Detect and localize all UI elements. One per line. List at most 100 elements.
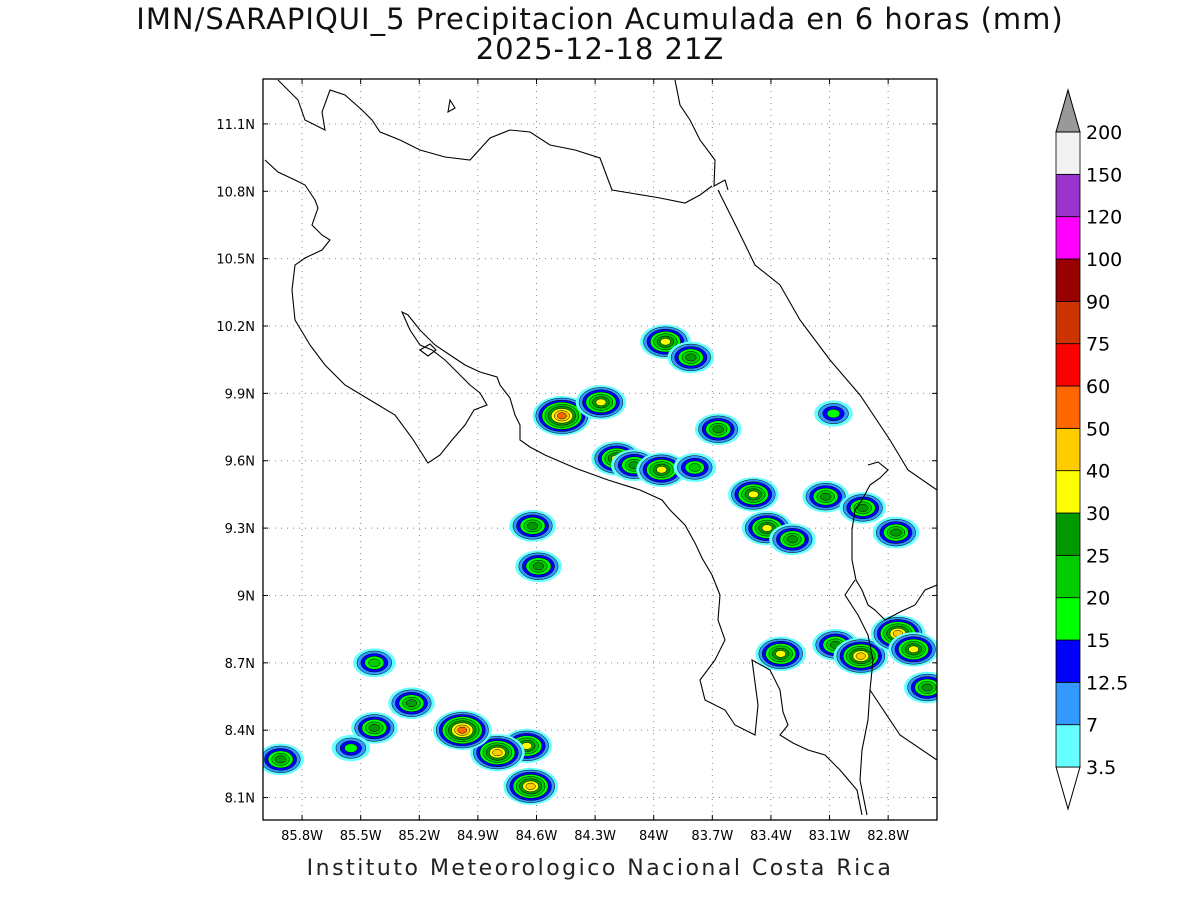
precip-contour xyxy=(855,652,866,660)
colorbar-level-label: 75 xyxy=(1086,334,1110,356)
precip-cell xyxy=(575,385,627,420)
lon-tick-label: 84.3W xyxy=(574,829,616,844)
colorbar-level-label: 60 xyxy=(1086,376,1110,398)
lat-tick-label: 10.5N xyxy=(216,253,255,268)
colorbar-swatch xyxy=(1055,385,1081,429)
precip-contour xyxy=(761,524,773,532)
precip-cell xyxy=(802,480,849,513)
colorbar-level-label: 3.5 xyxy=(1086,757,1116,779)
precip-cell xyxy=(353,648,396,678)
precip-contour xyxy=(368,724,380,732)
precip-cell xyxy=(872,516,920,549)
precip-contour xyxy=(656,466,667,474)
lat-tick-label: 9.6N xyxy=(225,455,255,470)
lat-tick-label: 10.8N xyxy=(216,185,255,200)
colorbar-over-triangle xyxy=(1055,88,1081,133)
lon-tick-label: 83.7W xyxy=(691,829,733,844)
lon-tick-label: 84W xyxy=(639,829,669,844)
precip-cell xyxy=(515,550,562,583)
lat-tick-label: 8.7N xyxy=(225,657,255,672)
colorbar-swatch xyxy=(1055,724,1081,768)
precip-contour xyxy=(826,408,841,419)
lon-tick-label: 83.4W xyxy=(750,829,792,844)
precip-contour xyxy=(526,521,539,530)
precip-cell xyxy=(833,637,889,675)
colorbar-swatch xyxy=(1055,216,1081,260)
precip-cell xyxy=(694,413,742,446)
lon-tick-label: 85.5W xyxy=(340,829,382,844)
colorbar-level-label: 90 xyxy=(1086,291,1110,313)
precip-contour xyxy=(532,562,545,571)
colorbar-level-label: 7 xyxy=(1086,715,1098,737)
precip-cell xyxy=(331,735,371,762)
lon-tick-label: 82.8W xyxy=(867,829,909,844)
map-frame xyxy=(262,78,938,821)
precip-cell xyxy=(755,636,806,672)
lat-tick-label: 9N xyxy=(237,589,255,604)
precip-cell xyxy=(470,734,525,772)
precip-contour xyxy=(890,528,902,537)
colorbar-swatch xyxy=(1055,512,1081,556)
precip-contour xyxy=(274,755,287,764)
colorbar-level-label: 120 xyxy=(1086,207,1122,229)
precip-contour xyxy=(685,353,697,362)
precip-contour xyxy=(908,645,919,654)
precip-contour xyxy=(492,749,503,757)
footer-credit: Instituto Meteorologico Nacional Costa R… xyxy=(306,856,894,881)
precip-contour xyxy=(344,743,358,753)
colorbar-swatch xyxy=(1055,681,1081,726)
precip-cell xyxy=(532,395,592,436)
map-title: IMN/SARAPIQUI_5 Precipitacion Acumulada … xyxy=(136,2,1064,36)
colorbar-swatch xyxy=(1055,639,1081,683)
precip-cell xyxy=(388,687,435,720)
colorbar-level-label: 50 xyxy=(1086,418,1110,440)
precip-contour xyxy=(525,782,536,790)
colorbar-swatch xyxy=(1055,597,1081,641)
lon-tick-label: 84.6W xyxy=(516,829,558,844)
map-subtitle-datetime: 2025-12-18 21Z xyxy=(475,32,725,66)
precip-contour xyxy=(660,338,671,346)
precip-contour xyxy=(368,658,381,668)
precip-contour xyxy=(595,398,607,407)
precip-contour xyxy=(786,535,799,544)
precip-cell xyxy=(351,712,398,744)
lon-tick-label: 83.1W xyxy=(809,829,851,844)
lat-tick-label: 8.4N xyxy=(225,724,255,739)
precip-cell xyxy=(870,615,926,653)
precip-cell xyxy=(636,452,687,487)
colorbar-swatch xyxy=(1055,131,1081,175)
lon-tick-label: 85.2W xyxy=(398,829,440,844)
coastline-borders xyxy=(264,79,937,816)
colorbar-level-label: 12.5 xyxy=(1086,672,1128,694)
precip-contour xyxy=(712,425,724,434)
precip-contour xyxy=(857,503,869,512)
precip-cell xyxy=(728,477,779,512)
lon-tick-label: 84.9W xyxy=(457,829,499,844)
lat-tick-label: 9.3N xyxy=(225,522,255,537)
axis-ticks: 11.1N 10.8N 10.5N 10.2N 9.9N 9.6N 9.3N 9N 8.7N 8.… xyxy=(216,79,937,844)
colorbar-level-label: 15 xyxy=(1086,630,1110,652)
colorbar-level-label: 200 xyxy=(1086,122,1122,144)
precip-cell xyxy=(263,743,304,776)
colorbar-swatch xyxy=(1055,258,1081,302)
lat-tick-label: 8.1N xyxy=(225,792,255,807)
colorbar-under-triangle xyxy=(1055,766,1081,811)
colorbar-level-label: 100 xyxy=(1086,249,1122,271)
colorbar-swatch xyxy=(1055,427,1081,472)
precip-contour xyxy=(748,490,759,499)
colorbar-level-label: 30 xyxy=(1086,503,1110,525)
precip-cell xyxy=(433,710,492,751)
precip-cell xyxy=(673,453,717,482)
precip-contour xyxy=(557,412,567,420)
precip-cell xyxy=(509,510,556,542)
colorbar-swatch xyxy=(1055,554,1081,599)
lat-tick-label: 9.9N xyxy=(225,387,255,402)
precipitation-field xyxy=(263,324,937,805)
colorbar-swatch xyxy=(1055,300,1081,345)
precip-contour xyxy=(820,492,832,501)
lat-tick-label: 11.1N xyxy=(216,118,255,133)
lon-tick-label: 85.8W xyxy=(281,829,323,844)
precip-cell xyxy=(501,728,552,764)
precip-cell xyxy=(667,341,715,374)
